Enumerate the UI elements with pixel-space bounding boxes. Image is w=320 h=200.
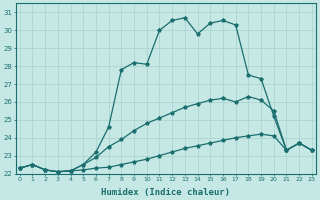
X-axis label: Humidex (Indice chaleur): Humidex (Indice chaleur) — [101, 188, 230, 197]
